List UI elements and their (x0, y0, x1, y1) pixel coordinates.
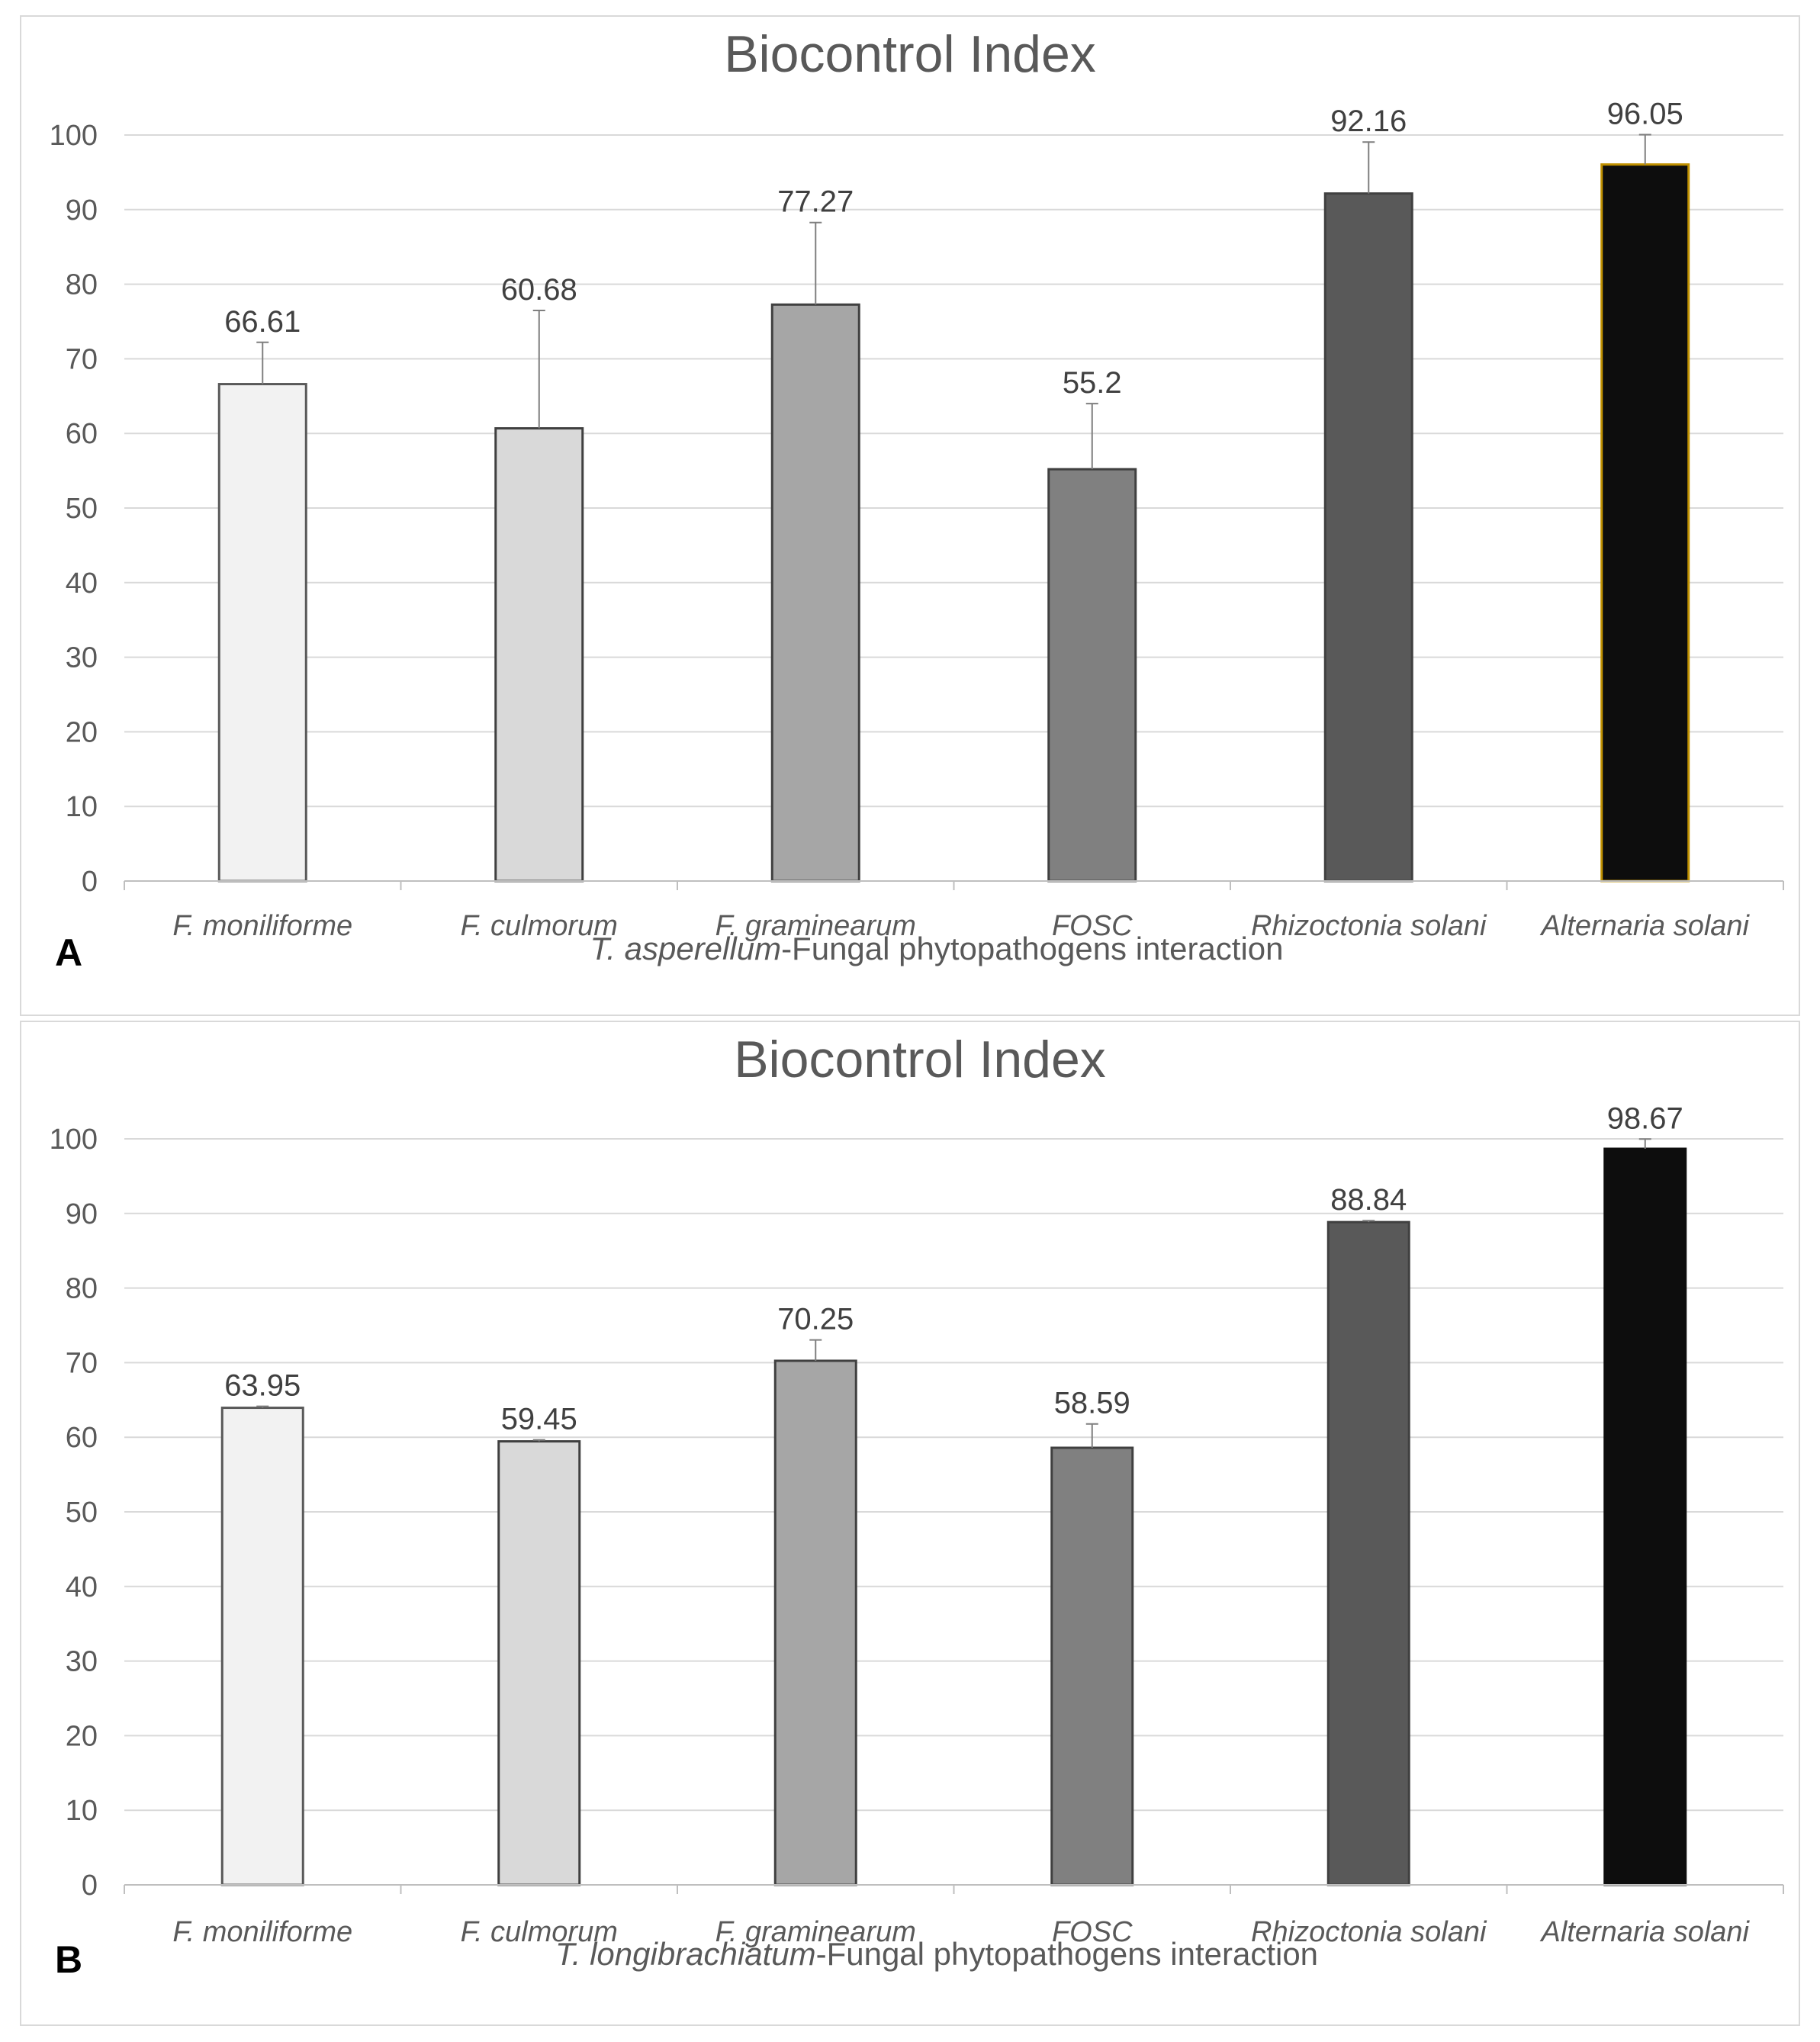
chart-a-bar (1323, 192, 1413, 883)
chart-a-x-axis-label-rest: -Fungal phytopathogens interaction (781, 931, 1283, 966)
chart-b-x-axis-label: T. longibrachiatum-Fungal phytopathogens… (555, 1936, 1318, 1972)
chart-a-category-label: F. moniliforme (172, 910, 352, 942)
chart-b-data-label: 59.45 (501, 1403, 577, 1436)
chart-a-y-tick-label: 80 (66, 269, 98, 301)
chart-b-data-label: 88.84 (1330, 1183, 1407, 1217)
chart-a-bar (1600, 163, 1690, 883)
chart-b-bar (1603, 1147, 1687, 1886)
chart-panel-b: Biocontrol Index 0 10 20 30 40 50 60 70 80 90 100 … (20, 1021, 1800, 2026)
chart-b-y-tick-label: 90 (66, 1198, 98, 1230)
chart-b-category-label: F. moniliforme (172, 1916, 352, 1948)
chart-b-error-bars (256, 1138, 1651, 1448)
chart-a-data-label: 96.05 (1607, 98, 1683, 131)
chart-a-y-tick-label: 0 (82, 866, 98, 898)
chart-b-bar (1050, 1446, 1134, 1886)
chart-a-data-label: 60.68 (501, 273, 577, 307)
chart-b-data-label: 63.95 (224, 1369, 301, 1403)
chart-b-bar (220, 1407, 304, 1886)
chart-a-y-tick-label: 100 (50, 120, 98, 152)
chart-b-data-labels: 63.95 59.45 70.25 58.59 88.84 98.67 (224, 1101, 1683, 1436)
chart-a-y-tick-label: 10 (66, 791, 98, 823)
chart-b-y-tick-label: 10 (66, 1795, 98, 1827)
chart-a-bar (494, 427, 584, 883)
chart-a-data-label: 77.27 (777, 185, 854, 219)
chart-a-y-tick-label: 20 (66, 716, 98, 748)
chart-b-gridlines (124, 1138, 1784, 1894)
chart-b-y-tick-label: 100 (50, 1124, 98, 1156)
chart-a-y-tick-labels: 0 10 20 30 40 50 60 70 80 90 100 (50, 120, 98, 898)
chart-a-category-label: Alternaria solani (1540, 910, 1751, 942)
chart-a-category-label: Rhizoctonia solani (1251, 910, 1487, 942)
chart-a-category-labels: F. moniliforme F. culmorum F. graminearum F… (172, 910, 1750, 942)
chart-b-y-tick-label: 30 (66, 1646, 98, 1678)
chart-b-bar (1326, 1220, 1410, 1886)
chart-b-data-label: 70.25 (777, 1303, 854, 1336)
chart-a-category-label: F. graminearum (715, 910, 916, 942)
chart-b-y-tick-labels: 0 10 20 30 40 50 60 70 80 90 100 (50, 1124, 98, 1902)
chart-b-x-axis-label-italic: T. longibrachiatum (555, 1936, 816, 1972)
chart-a-data-labels: 66.61 60.68 77.27 55.2 92.16 96.05 (224, 98, 1683, 400)
chart-a-category-label: F. culmorum (461, 910, 618, 942)
chart-a-gridlines (124, 134, 1784, 890)
chart-b-category-label: F. graminearum (715, 1916, 916, 1948)
chart-b-y-tick-label: 0 (82, 1870, 98, 1902)
chart-b-data-label: 58.59 (1054, 1387, 1130, 1420)
chart-a-x-axis-label: T. asperellum-Fungal phytopathogens inte… (590, 931, 1283, 966)
chart-b-category-label: FOSC (1052, 1916, 1133, 1948)
chart-b-bar (773, 1359, 857, 1886)
chart-b-data-label: 98.67 (1607, 1101, 1683, 1135)
chart-a-error-bars (256, 133, 1651, 470)
chart-b-panel-label: B (55, 1938, 82, 1981)
chart-b-y-tick-label: 70 (66, 1347, 98, 1379)
chart-a-bar (1047, 468, 1137, 883)
chart-a-category-label: FOSC (1052, 910, 1133, 942)
chart-a-y-tick-label: 40 (66, 568, 98, 600)
chart-a-y-tick-label: 70 (66, 343, 98, 375)
chart-b-y-tick-label: 20 (66, 1720, 98, 1752)
chart-b-y-tick-label: 50 (66, 1497, 98, 1529)
chart-panel-a: Biocontrol Index 0 10 20 30 40 50 60 70 80 90 100 … (20, 15, 1800, 1016)
chart-b-bars (220, 1147, 1687, 1886)
chart-a-y-tick-label: 60 (66, 418, 98, 450)
chart-b-category-label: Rhizoctonia solani (1251, 1916, 1487, 1948)
chart-a-y-tick-label: 90 (66, 195, 98, 227)
chart-b-category-labels: F. moniliforme F. culmorum F. graminearum F… (172, 1916, 1750, 1948)
chart-b-x-axis-label-rest: -Fungal phytopathogens interaction (816, 1936, 1318, 1972)
chart-a-data-label: 66.61 (224, 305, 301, 339)
chart-a-y-tick-label: 50 (66, 493, 98, 525)
chart-a-bars (217, 163, 1690, 883)
chart-a-title: Biocontrol Index (724, 25, 1096, 83)
chart-b-title: Biocontrol Index (734, 1031, 1106, 1089)
chart-b-y-tick-label: 80 (66, 1273, 98, 1305)
chart-b-bar (497, 1440, 581, 1886)
chart-a-bar (770, 303, 860, 883)
chart-b-category-label: F. culmorum (461, 1916, 618, 1948)
chart-a-data-label: 55.2 (1063, 366, 1122, 400)
chart-a-data-label: 92.16 (1330, 105, 1407, 138)
chart-b-category-label: Alternaria solani (1540, 1916, 1751, 1948)
chart-b-y-tick-label: 40 (66, 1571, 98, 1603)
chart-b-svg: Biocontrol Index 0102030405060708090100 … (50, 1031, 1784, 1981)
chart-a-svg: Biocontrol Index 0102030405060708090100 … (50, 25, 1784, 974)
chart-a-panel-label: A (55, 931, 82, 974)
chart-a-x-axis-label-italic: T. asperellum (590, 931, 781, 966)
chart-a-bar (217, 383, 307, 883)
chart-a-y-tick-label: 30 (66, 642, 98, 674)
chart-b-y-tick-label: 60 (66, 1422, 98, 1454)
